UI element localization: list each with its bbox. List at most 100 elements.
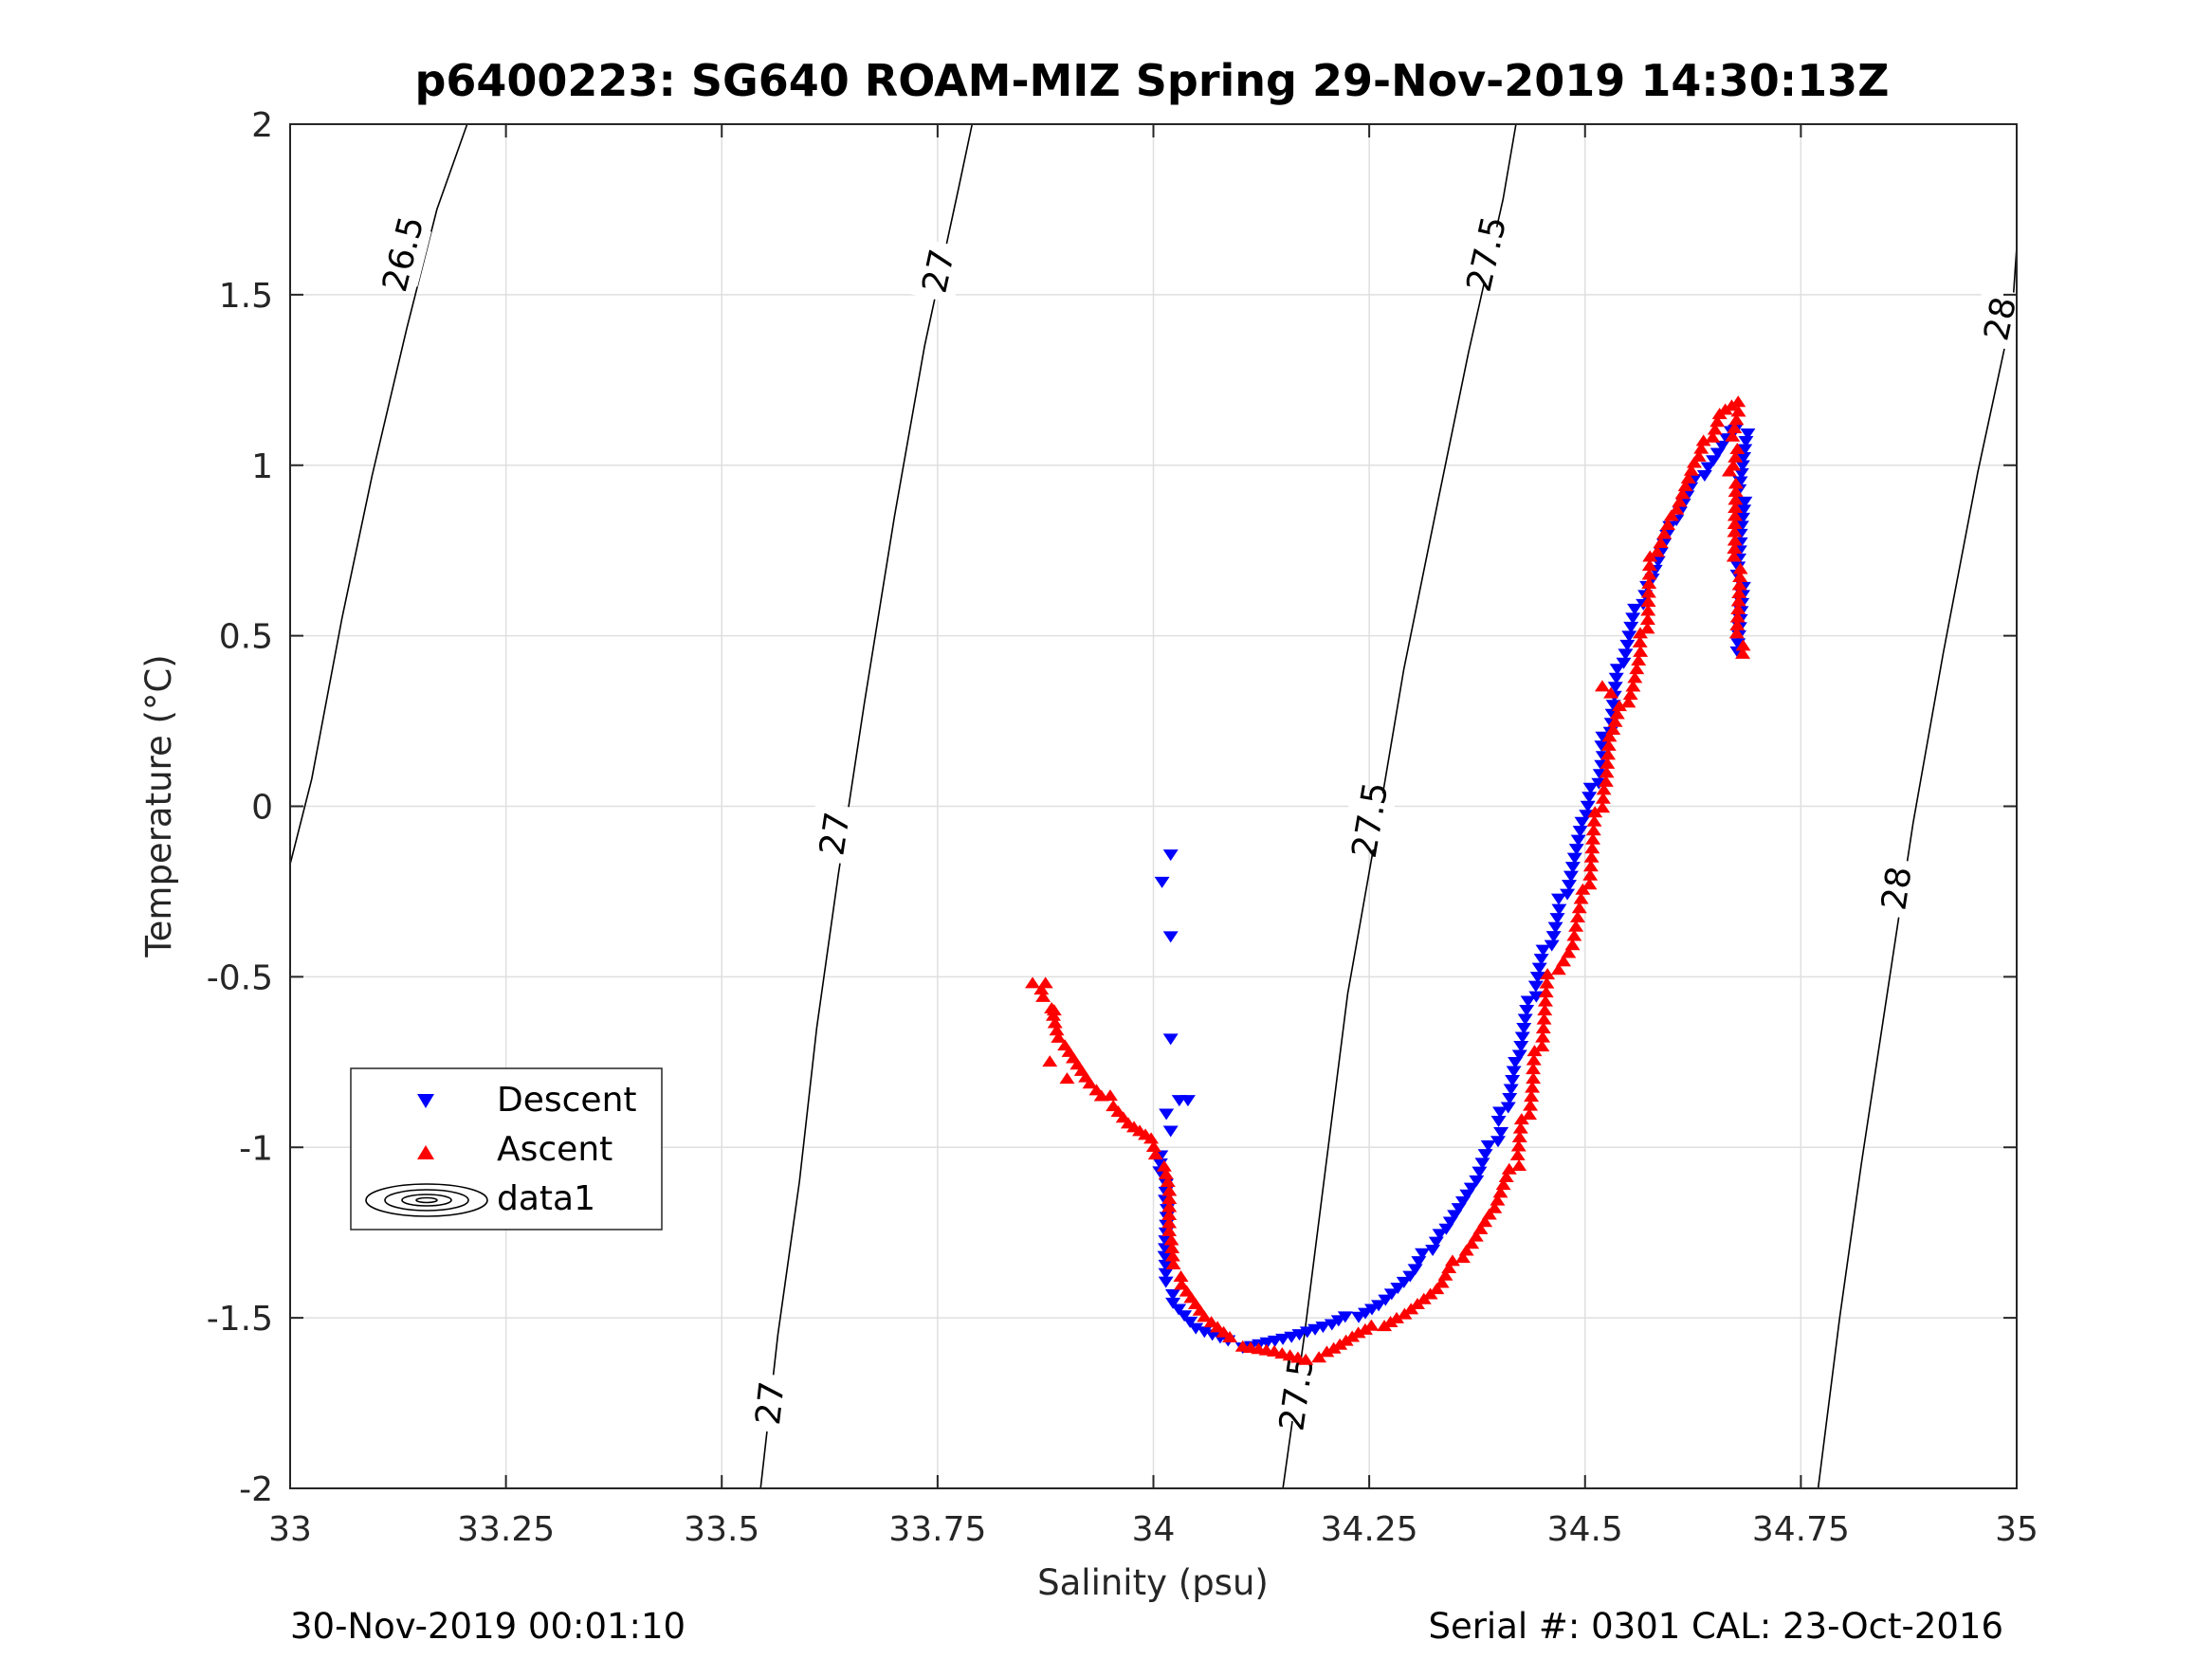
descent-point bbox=[1566, 852, 1582, 865]
ascent-point bbox=[1524, 1090, 1540, 1103]
ascent-point bbox=[1728, 450, 1744, 463]
ascent-point bbox=[1179, 1285, 1195, 1297]
ascent-point bbox=[1627, 671, 1643, 684]
ascent-point bbox=[1633, 645, 1649, 657]
ascent-point bbox=[1728, 477, 1744, 489]
descent-point bbox=[1714, 440, 1730, 452]
ascent-point bbox=[1377, 1320, 1393, 1332]
ascent-point bbox=[1612, 700, 1628, 712]
legend-descent-marker bbox=[417, 1094, 434, 1108]
y-tick-label: -1 bbox=[239, 1129, 273, 1168]
legend-descent-label: Descent bbox=[497, 1081, 637, 1120]
descent-point bbox=[1472, 1166, 1488, 1178]
ascent-point bbox=[1164, 1249, 1180, 1262]
data-series bbox=[1025, 395, 1756, 1365]
ascent-point bbox=[1110, 1105, 1126, 1118]
ascent-point bbox=[1088, 1084, 1105, 1096]
ascent-point bbox=[1595, 792, 1611, 804]
ascent-point bbox=[1649, 545, 1665, 557]
contour-label-gap bbox=[373, 220, 431, 287]
ascent-point bbox=[1145, 1139, 1161, 1152]
y-tick-label: 0.5 bbox=[219, 618, 273, 657]
descent-point bbox=[1517, 1013, 1533, 1026]
ascent-point bbox=[1582, 860, 1599, 872]
x-tick-label: 33.75 bbox=[888, 1510, 986, 1549]
ascent-point bbox=[1511, 1159, 1527, 1172]
descent-point bbox=[1477, 1149, 1493, 1161]
ascent-point bbox=[1607, 715, 1623, 727]
descent-point bbox=[1531, 962, 1547, 975]
descent-point bbox=[1480, 1139, 1496, 1152]
ascent-point bbox=[1410, 1298, 1426, 1310]
y-tick-label: -2 bbox=[239, 1470, 273, 1509]
ascent-point bbox=[1501, 1162, 1517, 1175]
descent-point bbox=[1364, 1304, 1380, 1316]
ascent-point bbox=[1534, 1040, 1550, 1052]
ascent-point bbox=[1147, 1148, 1163, 1160]
descent-point bbox=[1330, 1315, 1346, 1327]
ascent-point bbox=[1711, 408, 1728, 420]
ascent-point bbox=[1641, 568, 1657, 580]
ascent-point bbox=[1598, 775, 1614, 787]
ascent-point bbox=[1586, 814, 1602, 827]
ascent-point bbox=[1158, 1167, 1174, 1179]
descent-point bbox=[1607, 682, 1623, 694]
ascent-point bbox=[1641, 558, 1657, 571]
descent-point bbox=[1579, 810, 1595, 822]
descent-point bbox=[1383, 1288, 1399, 1301]
ascent-point bbox=[1683, 464, 1699, 476]
ascent-point bbox=[1566, 929, 1582, 941]
ascent-point bbox=[1510, 1139, 1526, 1152]
ascent-point bbox=[1629, 663, 1645, 675]
ascent-point bbox=[1728, 493, 1744, 505]
contour-label: 27 bbox=[749, 1379, 793, 1427]
descent-point bbox=[1447, 1210, 1463, 1222]
ascent-point bbox=[1693, 442, 1709, 454]
descent-point bbox=[1451, 1203, 1467, 1215]
legend-ascent-label: Ascent bbox=[497, 1130, 612, 1169]
ascent-point bbox=[1495, 1178, 1511, 1191]
ascent-point bbox=[1639, 622, 1655, 634]
ascent-point bbox=[1550, 963, 1566, 975]
descent-point bbox=[1162, 931, 1179, 943]
ascent-point bbox=[1729, 618, 1746, 630]
contour-label-gap bbox=[807, 802, 861, 866]
ascent-point bbox=[1156, 1159, 1172, 1172]
descent-point bbox=[1188, 1322, 1204, 1335]
ascent-point bbox=[1599, 766, 1615, 778]
ascent-point bbox=[1568, 920, 1584, 932]
ascent-point bbox=[1161, 1224, 1178, 1236]
ascent-point bbox=[1735, 639, 1751, 651]
descent-point bbox=[1463, 1182, 1479, 1194]
ascent-point bbox=[1728, 627, 1745, 639]
ascent-point bbox=[1051, 1030, 1067, 1043]
descent-point bbox=[1492, 1106, 1508, 1119]
ascent-point bbox=[1165, 1257, 1181, 1269]
legend: Descent Ascent data1 bbox=[350, 1067, 663, 1231]
ascent-point bbox=[1581, 878, 1598, 890]
descent-point bbox=[1158, 1276, 1174, 1288]
ascent-point bbox=[1603, 686, 1619, 699]
descent-point bbox=[1560, 888, 1576, 901]
descent-point bbox=[1551, 903, 1567, 916]
contour-line-28 bbox=[1817, 246, 2018, 1489]
footer-timestamp: 30-Nov-2019 00:01:10 bbox=[290, 1606, 686, 1647]
descent-point bbox=[1508, 1057, 1524, 1069]
ascent-point bbox=[1633, 627, 1649, 639]
legend-data1-label: data1 bbox=[497, 1179, 595, 1218]
ascent-point bbox=[1526, 1045, 1543, 1057]
descent-point bbox=[1164, 1288, 1180, 1301]
descent-point bbox=[1700, 462, 1716, 474]
descent-point bbox=[1158, 1267, 1174, 1280]
descent-point bbox=[1415, 1248, 1431, 1260]
descent-point bbox=[1544, 939, 1560, 952]
ascent-point bbox=[1525, 1081, 1541, 1093]
y-tick-label: -0.5 bbox=[207, 958, 273, 997]
ascent-point bbox=[1115, 1111, 1131, 1123]
ascent-point bbox=[1660, 519, 1676, 531]
ascent-point bbox=[1035, 990, 1051, 1002]
descent-point bbox=[1608, 672, 1624, 684]
descent-point bbox=[1618, 648, 1634, 661]
descent-point bbox=[1505, 1075, 1521, 1086]
ascent-point bbox=[1728, 501, 1744, 514]
